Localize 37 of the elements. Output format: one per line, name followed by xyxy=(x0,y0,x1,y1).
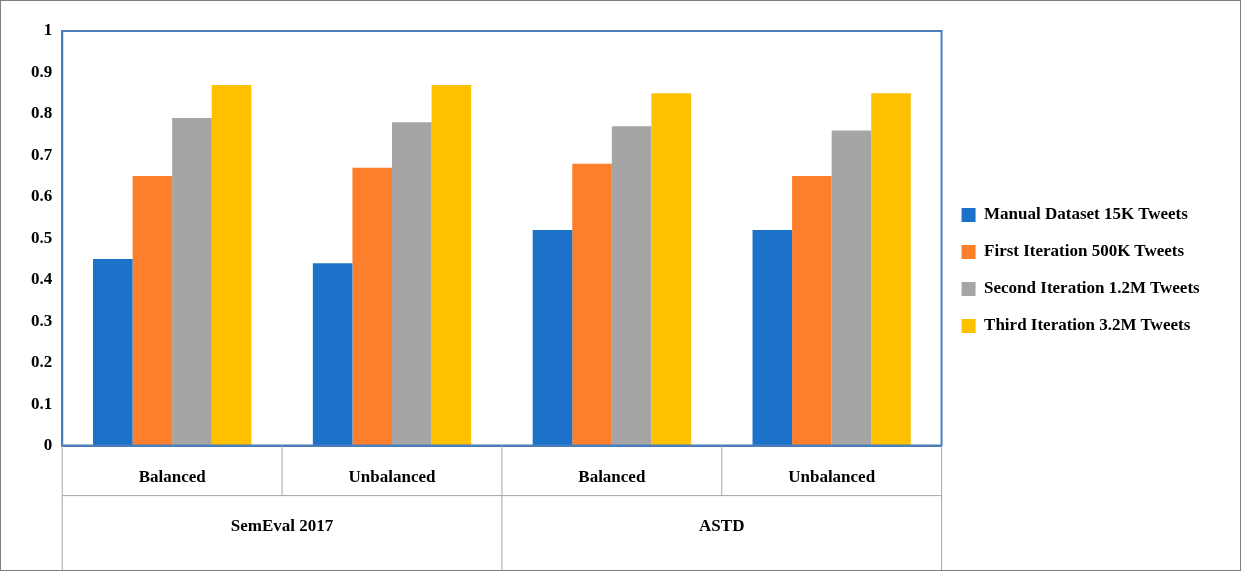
y-tick-label: 0.5 xyxy=(31,227,53,247)
bar xyxy=(532,230,573,446)
bar xyxy=(431,84,472,446)
bar xyxy=(831,130,872,446)
y-tick-label: 0.8 xyxy=(31,103,53,123)
bar xyxy=(352,167,392,446)
x-tick-label: Balanced xyxy=(138,467,207,487)
y-tick-label: 0.9 xyxy=(31,61,53,81)
legend-label: Second Iteration 1.2M Tweets xyxy=(984,278,1201,298)
text: SemEval 2017 xyxy=(230,515,334,535)
bar xyxy=(871,93,911,446)
bar xyxy=(792,176,832,446)
bar xyxy=(392,122,432,446)
bar xyxy=(752,230,793,446)
y-tick-label: 0 xyxy=(43,434,53,454)
y-tick-label: 0.4 xyxy=(31,269,53,289)
x-tick-label: Balanced xyxy=(578,467,646,487)
y-tick-label: 0.7 xyxy=(31,144,53,164)
bar xyxy=(611,126,652,446)
bar xyxy=(651,93,691,446)
legend-label: Manual Dataset 15K Tweets xyxy=(984,204,1189,224)
bar xyxy=(132,176,173,446)
y-tick-label: 0.2 xyxy=(31,352,53,372)
bar xyxy=(312,263,353,446)
legend-label: First Iteration 500K Tweets xyxy=(984,241,1185,261)
x-tick-label: Unbalanced xyxy=(788,467,876,487)
y-tick-label: 0.3 xyxy=(31,310,53,330)
y-tick-label: 1 xyxy=(43,20,53,40)
bar xyxy=(93,259,133,446)
x-tick-label: Unbalanced xyxy=(348,467,436,487)
y-tick-label: 0.6 xyxy=(31,186,53,206)
legend-label: Third Iteration 3.2M Tweets xyxy=(984,315,1191,335)
bar xyxy=(211,84,252,446)
text: ASTD xyxy=(699,515,745,535)
bar xyxy=(572,163,612,446)
y-tick-label: 0.1 xyxy=(31,393,53,413)
bar xyxy=(172,118,212,446)
